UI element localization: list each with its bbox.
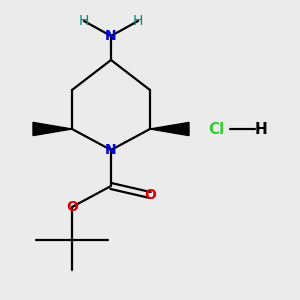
Polygon shape xyxy=(33,122,72,136)
Text: H: H xyxy=(255,122,267,136)
Text: O: O xyxy=(144,188,156,202)
Text: H: H xyxy=(133,14,143,28)
Text: Cl: Cl xyxy=(208,122,224,136)
Text: N: N xyxy=(105,143,117,157)
Text: H: H xyxy=(79,14,89,28)
Text: N: N xyxy=(105,29,117,43)
Text: O: O xyxy=(66,200,78,214)
Polygon shape xyxy=(150,122,189,136)
